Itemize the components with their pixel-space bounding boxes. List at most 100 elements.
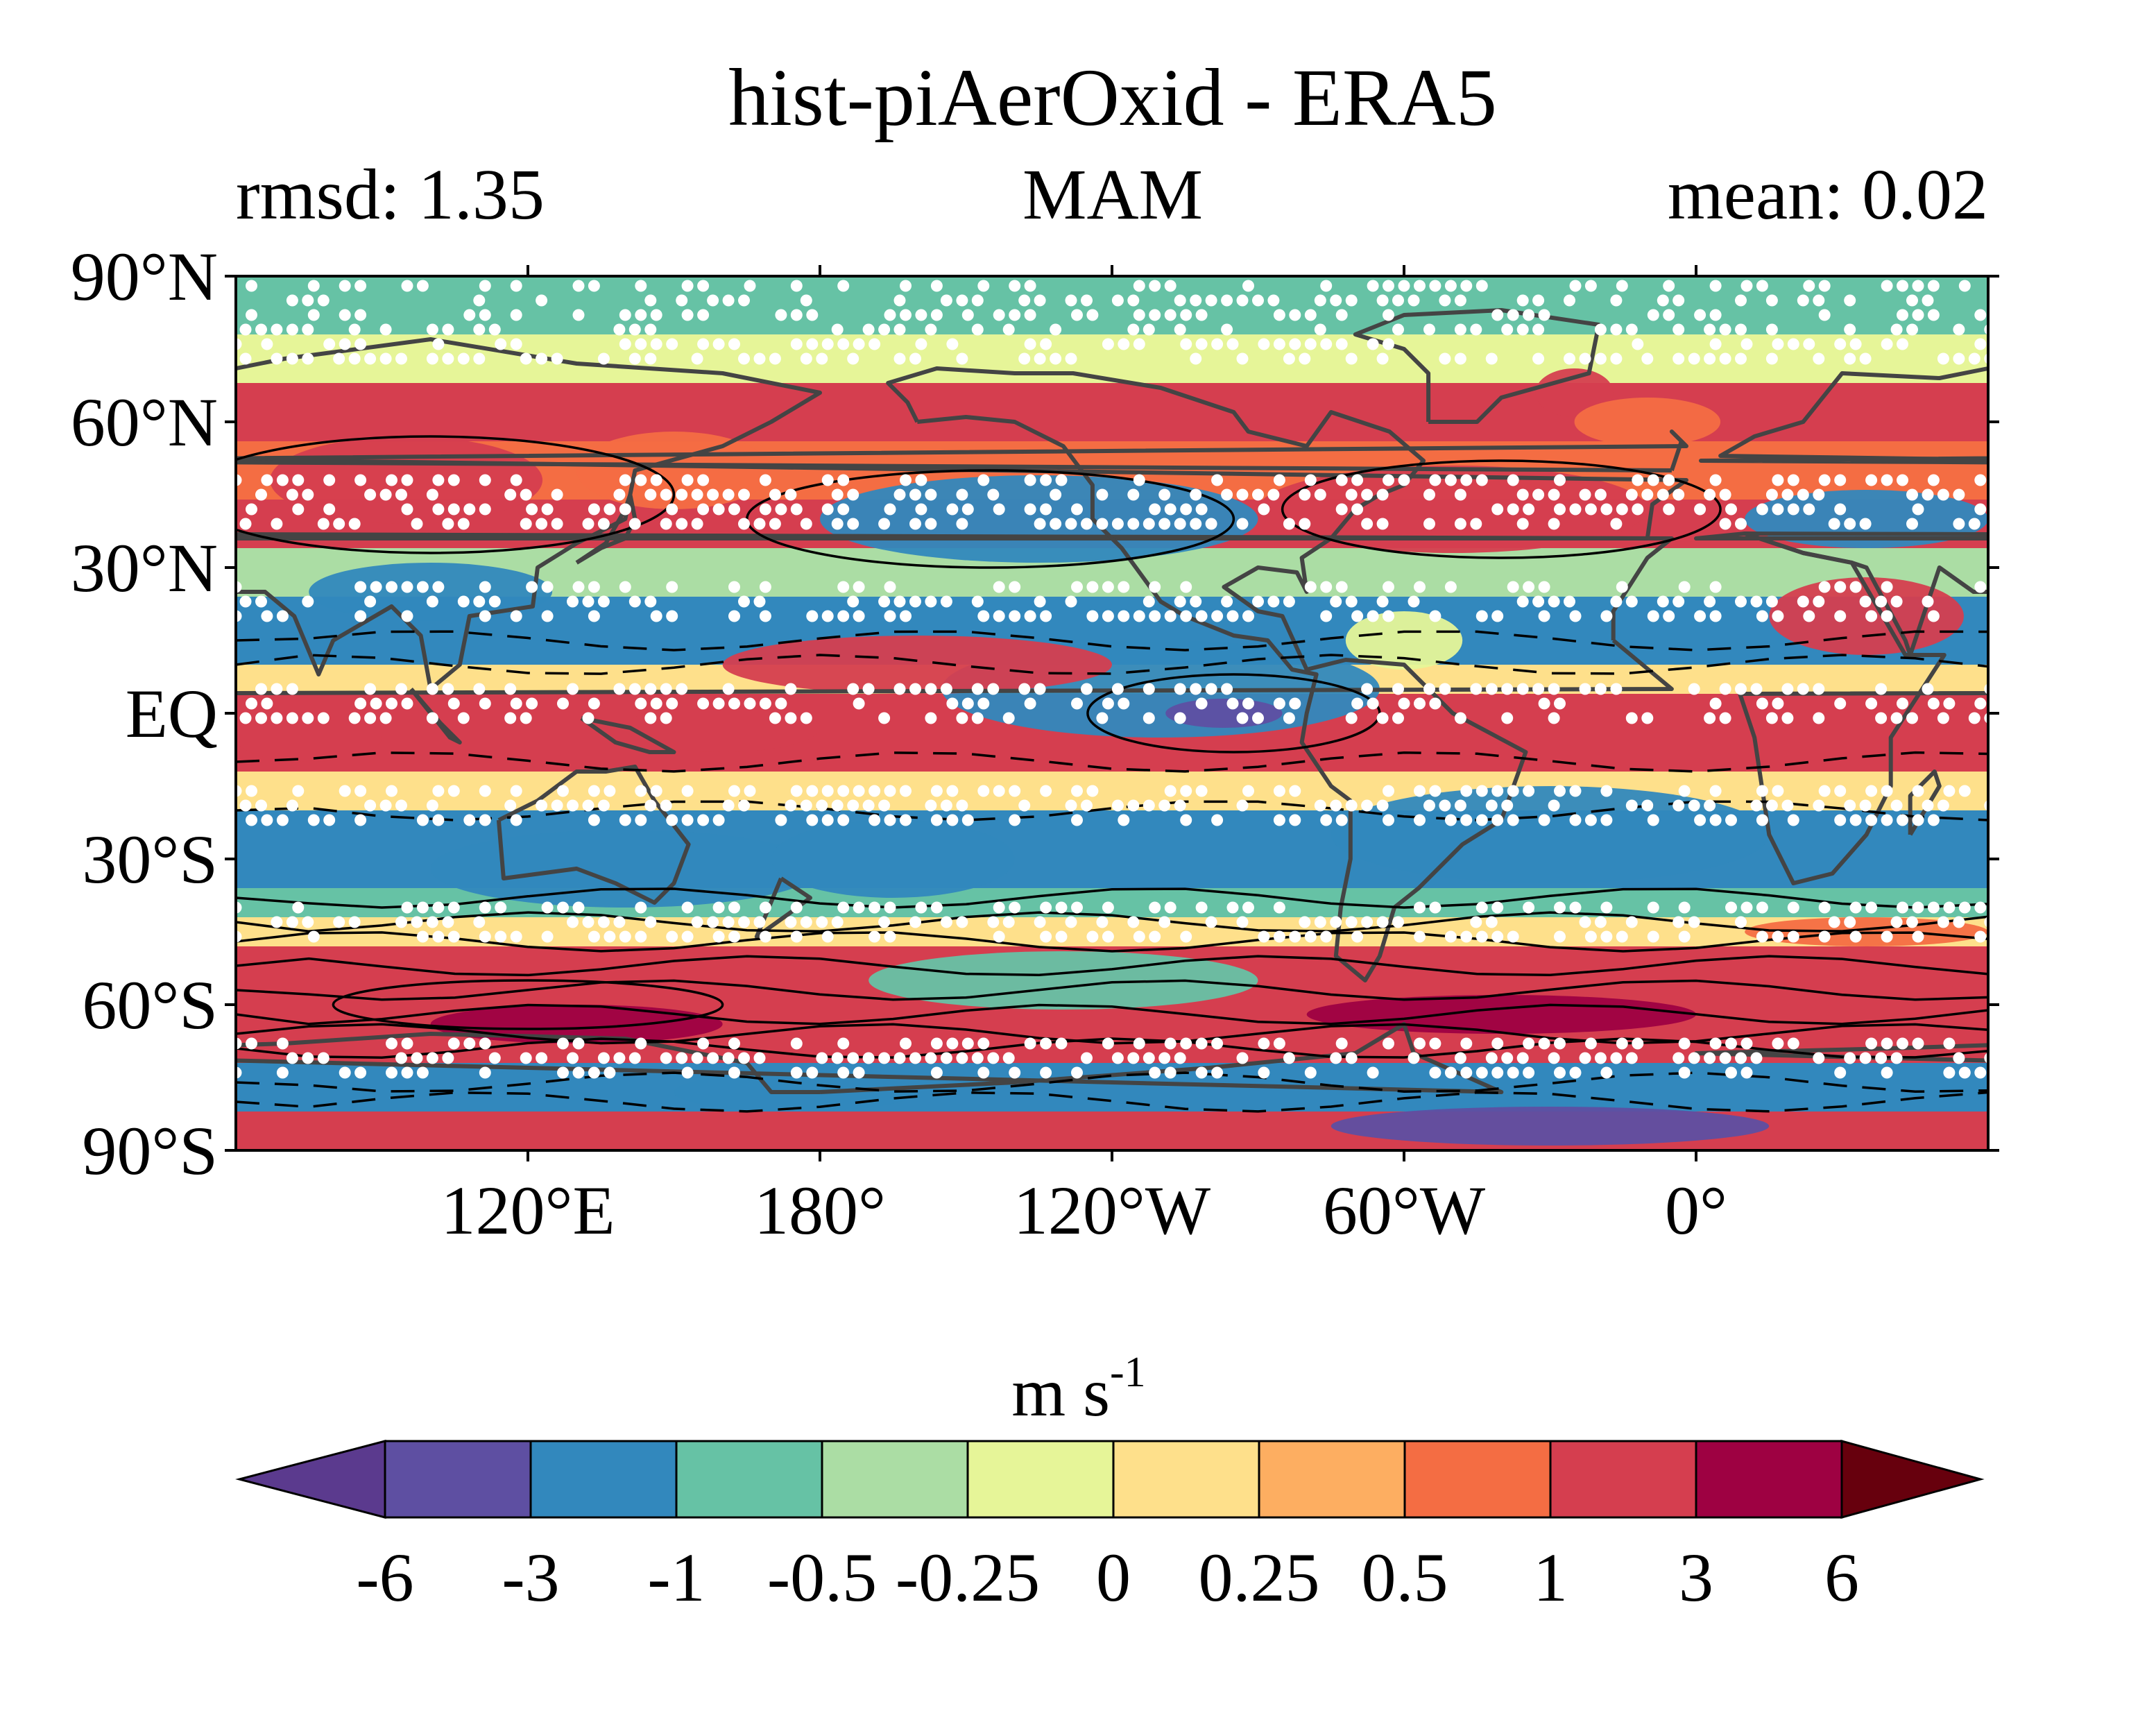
stipple-dot [1158, 916, 1171, 928]
stipple-dot [1647, 814, 1659, 826]
stipple-dot [1221, 595, 1233, 608]
stipple-dot [884, 785, 896, 797]
stipple-dot [395, 683, 407, 695]
stipple-dot [1158, 518, 1171, 530]
stipple-dot [1781, 712, 1794, 724]
coastline [236, 532, 1674, 695]
stipple-dot [1398, 280, 1410, 292]
stipple-dot [1709, 280, 1722, 292]
stipple-dot [604, 785, 616, 797]
stipple-dot [1164, 280, 1177, 292]
stipple-dot [1236, 518, 1249, 530]
stipple-dot [1258, 338, 1270, 350]
stipple-dot [1507, 1066, 1519, 1079]
stipple-dot [526, 697, 538, 710]
stipple-dot [1267, 595, 1280, 608]
stipple-dot [666, 338, 678, 350]
stipple-dot [1704, 488, 1716, 501]
stipple-dot [1102, 338, 1114, 350]
stipple-dot [977, 785, 990, 797]
stipple-dot [447, 474, 460, 486]
stipple-dot [1096, 916, 1109, 928]
contour-line [236, 800, 1988, 821]
stipple-dot [1195, 785, 1208, 797]
stipple-dot [307, 280, 320, 292]
anomaly-patch [1306, 995, 1696, 1034]
stipple-dot [1376, 916, 1389, 928]
stipple-dot [411, 1052, 423, 1064]
stipple-dot [1538, 309, 1550, 321]
stipple-dot [1610, 352, 1623, 365]
stipple-dot [712, 697, 725, 710]
stipple-dot [1345, 352, 1358, 365]
stipple-dot [333, 352, 345, 365]
stipple-dot [1569, 1066, 1582, 1079]
stipple-dot [1641, 352, 1654, 365]
anomaly-patch [1331, 786, 1770, 883]
stipple-dot [1034, 683, 1046, 695]
stipple-dot [837, 785, 850, 797]
stipple-dot [1523, 581, 1535, 593]
stipple-dot [597, 916, 610, 928]
stipple-dot [1890, 799, 1903, 812]
stipple-dot [1414, 814, 1426, 826]
stipple-dot [348, 518, 361, 530]
stipple-dot [1164, 901, 1177, 914]
stipple-dot [416, 280, 429, 292]
stipple-dot [1190, 294, 1202, 307]
stipple-dot [1813, 294, 1825, 307]
stipple-dot [1694, 610, 1706, 622]
stipple-dot [582, 595, 594, 608]
stipple-dot [1600, 610, 1613, 622]
stipple-dot [1787, 474, 1799, 486]
stipple-dot [1398, 697, 1410, 710]
colorbar-box [1403, 1440, 1552, 1519]
stipple-dot [1922, 488, 1934, 501]
stipple-dot [1890, 595, 1903, 608]
stipple-dot [1345, 712, 1358, 724]
stipple-dot [1118, 697, 1130, 710]
colorbar-box [1695, 1440, 1843, 1519]
stipple-dot [1460, 814, 1473, 826]
stipple-dot [426, 799, 438, 812]
stipple-dot [1974, 503, 1987, 516]
stipple-dot [697, 503, 710, 516]
stipple-dot [1351, 503, 1364, 516]
stipple-dot [339, 1066, 351, 1079]
stipple-dot [650, 785, 662, 797]
stipple-dot [1625, 1052, 1638, 1064]
stipple-dot [1143, 799, 1155, 812]
stipple-dot [1890, 916, 1903, 928]
stipple-dot [1672, 488, 1685, 501]
stipple-dot [1273, 901, 1285, 914]
stipple-dot [821, 814, 834, 826]
stipple-dot [1765, 294, 1778, 307]
stipple-dot [1984, 799, 1988, 812]
stipple-dot [853, 581, 865, 593]
stipple-dot [271, 352, 283, 365]
stipple-dot [1927, 901, 1940, 914]
stipple-dot [1569, 901, 1582, 914]
stipple-dot [1984, 916, 1988, 928]
stipple-dot [1750, 683, 1763, 695]
stipple-dot [1273, 338, 1285, 350]
stipple-dot [821, 503, 834, 516]
stipple-dot [1709, 814, 1722, 826]
stipple-dot [236, 901, 242, 914]
stipple-dot [1081, 799, 1093, 812]
stipple-dot [744, 785, 756, 797]
stipple-dot [977, 697, 990, 710]
stipple-dot [1383, 814, 1394, 826]
stipple-dot [1974, 581, 1987, 593]
stipple-dot [806, 610, 819, 622]
stipple-dot [1709, 338, 1722, 350]
stipple-dot [790, 503, 803, 516]
anomaly-patch [1331, 1107, 1770, 1146]
stipple-dot [1475, 785, 1488, 797]
stipple-dot [1765, 595, 1778, 608]
stipple-dot [348, 323, 361, 336]
stipple-dot [1600, 785, 1613, 797]
stipple-dot [660, 1052, 672, 1064]
stipple-dot [1937, 799, 1949, 812]
